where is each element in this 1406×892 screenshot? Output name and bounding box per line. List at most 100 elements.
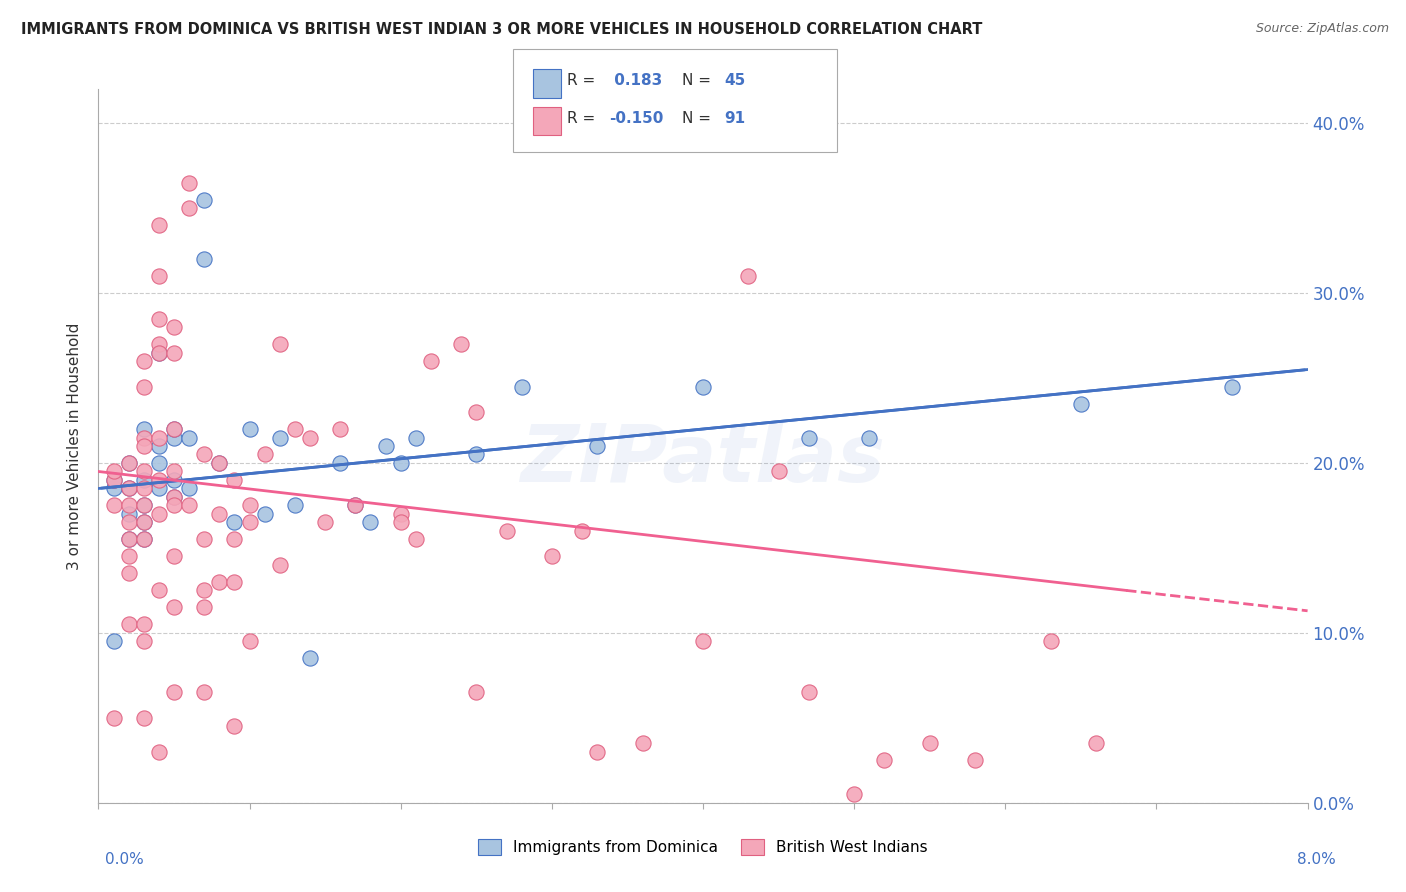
Point xyxy=(314,516,336,530)
Point xyxy=(148,456,170,470)
Point xyxy=(239,634,262,648)
Point xyxy=(405,533,427,547)
Point xyxy=(132,430,155,444)
Y-axis label: 3 or more Vehicles in Household: 3 or more Vehicles in Household xyxy=(67,322,83,570)
Point xyxy=(405,430,427,444)
Point xyxy=(132,354,155,368)
Point xyxy=(163,465,186,479)
Point xyxy=(118,533,141,547)
Point xyxy=(389,507,412,521)
Point xyxy=(193,193,215,207)
Point xyxy=(193,600,215,615)
Point xyxy=(465,685,488,699)
Point xyxy=(965,753,987,767)
Point xyxy=(118,456,141,470)
Point xyxy=(148,218,170,232)
Point xyxy=(193,533,215,547)
Point xyxy=(148,345,170,359)
Point xyxy=(163,499,186,513)
Point xyxy=(118,516,141,530)
Point xyxy=(132,379,155,393)
Legend: Immigrants from Dominica, British West Indians: Immigrants from Dominica, British West I… xyxy=(471,831,935,863)
Point xyxy=(797,430,820,444)
Point xyxy=(132,711,155,725)
Point xyxy=(284,499,307,513)
Text: 45: 45 xyxy=(724,73,745,88)
Point xyxy=(571,524,593,538)
Point xyxy=(797,685,820,699)
Point xyxy=(193,252,215,266)
Point xyxy=(193,685,215,699)
Point xyxy=(329,422,352,436)
Point xyxy=(224,533,246,547)
Point xyxy=(103,473,125,487)
Text: N =: N = xyxy=(682,111,716,126)
Point xyxy=(344,499,367,513)
Point xyxy=(148,473,170,487)
Point xyxy=(208,456,231,470)
Point xyxy=(1220,379,1243,393)
Point xyxy=(450,337,472,351)
Point xyxy=(269,337,291,351)
Point xyxy=(148,507,170,521)
Point xyxy=(163,422,186,436)
Point xyxy=(495,524,517,538)
Point xyxy=(389,516,412,530)
Point xyxy=(148,337,170,351)
Point xyxy=(692,379,714,393)
Text: 91: 91 xyxy=(724,111,745,126)
Point xyxy=(299,651,322,665)
Point xyxy=(118,482,141,496)
Point xyxy=(540,549,562,564)
Point xyxy=(132,473,155,487)
Point xyxy=(132,499,155,513)
Point xyxy=(132,439,155,453)
Point xyxy=(132,482,155,496)
Point xyxy=(148,482,170,496)
Point xyxy=(163,490,186,504)
Point xyxy=(918,736,941,750)
Point xyxy=(208,456,231,470)
Point xyxy=(163,600,186,615)
Point xyxy=(132,516,155,530)
Point xyxy=(163,549,186,564)
Point xyxy=(179,201,201,215)
Text: IMMIGRANTS FROM DOMINICA VS BRITISH WEST INDIAN 3 OR MORE VEHICLES IN HOUSEHOLD : IMMIGRANTS FROM DOMINICA VS BRITISH WEST… xyxy=(21,22,983,37)
Point xyxy=(148,439,170,453)
Point xyxy=(163,473,186,487)
Point xyxy=(148,430,170,444)
Point xyxy=(253,448,276,462)
Text: Source: ZipAtlas.com: Source: ZipAtlas.com xyxy=(1256,22,1389,36)
Point xyxy=(329,456,352,470)
Point xyxy=(360,516,382,530)
Point xyxy=(193,583,215,598)
Point xyxy=(1070,396,1092,410)
Point xyxy=(163,345,186,359)
Point xyxy=(179,430,201,444)
Point xyxy=(374,439,396,453)
Point xyxy=(148,345,170,359)
Text: ZIPatlas: ZIPatlas xyxy=(520,421,886,500)
Text: R =: R = xyxy=(567,73,600,88)
Text: 8.0%: 8.0% xyxy=(1296,852,1336,867)
Point xyxy=(118,499,141,513)
Point xyxy=(103,482,125,496)
Point xyxy=(163,490,186,504)
Point xyxy=(179,482,201,496)
Point xyxy=(844,787,866,801)
Point xyxy=(163,685,186,699)
Text: 0.0%: 0.0% xyxy=(105,852,145,867)
Point xyxy=(224,473,246,487)
Point xyxy=(118,507,141,521)
Point xyxy=(148,311,170,326)
Point xyxy=(299,430,322,444)
Point xyxy=(163,422,186,436)
Point xyxy=(132,617,155,632)
Point xyxy=(118,566,141,581)
Point xyxy=(208,507,231,521)
Point xyxy=(103,634,125,648)
Point xyxy=(132,533,155,547)
Point xyxy=(1085,736,1108,750)
Point xyxy=(510,379,533,393)
Point xyxy=(1039,634,1062,648)
